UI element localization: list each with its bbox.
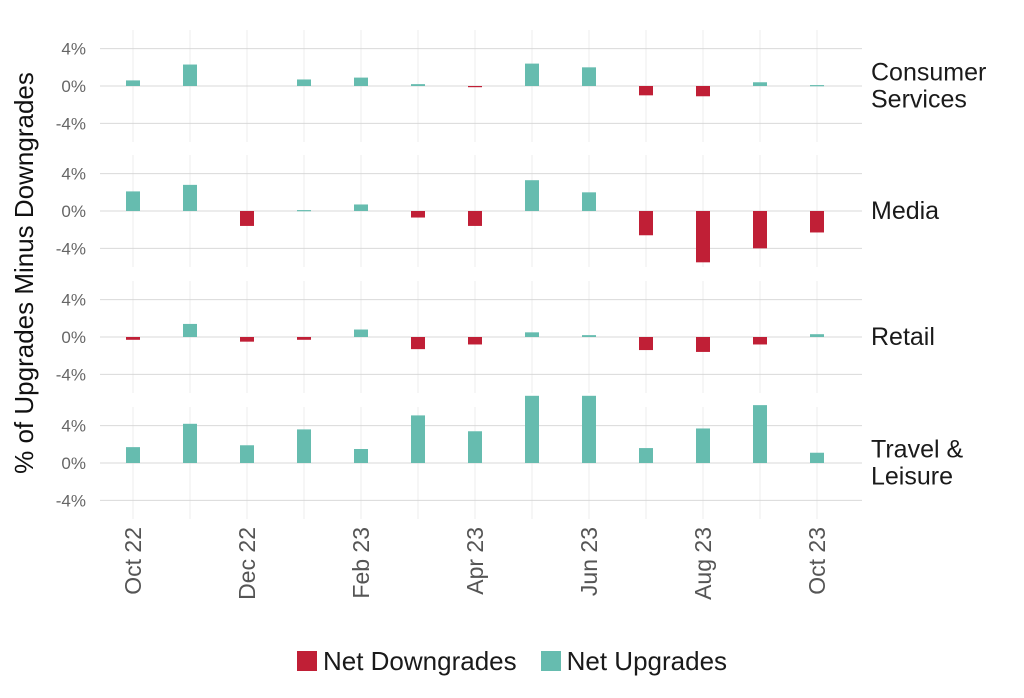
x-tick-label-apr-23: Apr 23	[462, 527, 488, 595]
bar-travel-leisure-aug-23-net-upgrades	[696, 428, 710, 463]
y-tick-label: 4%	[61, 291, 86, 310]
bar-retail-may-23-net-upgrades	[525, 332, 539, 337]
y-tick-label: 4%	[61, 40, 86, 59]
x-axis: Oct 22 Dec 22 Feb 23 Apr 23 Jun 23 Aug 23 Oct …	[120, 527, 830, 600]
panel-label-retail: Retail	[871, 323, 935, 351]
bar-travel-leisure-mar-23-net-upgrades	[411, 415, 425, 463]
bar-retail-jan-23-net-downgrades	[297, 337, 311, 340]
bar-media-may-23-net-upgrades	[525, 180, 539, 211]
bar-travel-leisure-nov-22-net-upgrades	[183, 423, 197, 463]
x-tick-label-dec-22: Dec 22	[234, 527, 260, 600]
bar-media-apr-23-net-downgrades	[468, 211, 482, 226]
bar-media-nov-22-net-upgrades	[183, 184, 197, 211]
y-tick-label: 4%	[61, 165, 86, 184]
bar-consumer-services-apr-23-net-downgrades	[468, 86, 482, 88]
x-tick-label-jun-23: Jun 23	[576, 527, 602, 596]
bar-travel-leisure-feb-23-net-upgrades	[354, 449, 368, 463]
bar-retail-apr-23-net-downgrades	[468, 337, 482, 345]
bar-retail-aug-23-net-downgrades	[696, 337, 710, 352]
bar-travel-leisure-oct-22-net-upgrades	[126, 447, 140, 463]
bar-travel-leisure-jan-23-net-upgrades	[297, 429, 311, 463]
bar-media-mar-23-net-downgrades	[411, 211, 425, 218]
bar-consumer-services-aug-23-net-downgrades	[696, 86, 710, 97]
bar-retail-sep-23-net-downgrades	[753, 337, 767, 345]
x-tick-label-aug-23: Aug 23	[690, 527, 716, 600]
legend-label-net-upgrades: Net Upgrades	[566, 645, 728, 676]
panel-retail: -4% 0% 4% Retail	[56, 281, 935, 393]
bar-travel-leisure-may-23-net-upgrades	[525, 395, 539, 463]
bar-travel-leisure-dec-22-net-upgrades	[240, 445, 254, 463]
x-tick-label-feb-23: Feb 23	[348, 527, 374, 599]
legend-item-net-upgrades: Net Upgrades	[540, 645, 728, 677]
bar-media-sep-23-net-downgrades	[753, 211, 767, 249]
bar-travel-leisure-sep-23-net-upgrades	[753, 405, 767, 463]
bar-media-jul-23-net-downgrades	[639, 211, 653, 236]
bar-consumer-services-may-23-net-upgrades	[525, 63, 539, 86]
bar-consumer-services-sep-23-net-upgrades	[753, 82, 767, 86]
y-tick-label: 0%	[61, 202, 86, 221]
bar-travel-leisure-oct-23-net-upgrades	[810, 452, 824, 463]
legend-item-net-downgrades: Net Downgrades	[296, 645, 517, 677]
bar-media-aug-23-net-downgrades	[696, 211, 710, 263]
bar-media-dec-22-net-downgrades	[240, 211, 254, 226]
legend-swatch-net-downgrades	[296, 651, 317, 671]
y-tick-label: -4%	[56, 239, 86, 258]
bar-consumer-services-feb-23-net-upgrades	[354, 77, 368, 86]
bar-media-oct-23-net-downgrades	[810, 211, 824, 233]
bar-retail-jul-23-net-downgrades	[639, 337, 653, 351]
bar-consumer-services-nov-22-net-upgrades	[183, 64, 197, 86]
y-tick-label: -4%	[56, 114, 86, 133]
panel-media: -4% 0% 4% Media	[56, 155, 939, 267]
bar-retail-jun-23-net-upgrades	[582, 335, 596, 337]
y-tick-label: -4%	[56, 365, 86, 384]
bar-retail-mar-23-net-downgrades	[411, 337, 425, 350]
bar-retail-nov-22-net-upgrades	[183, 323, 197, 337]
legend-label-net-downgrades: Net Downgrades	[322, 645, 517, 676]
bar-media-jun-23-net-upgrades	[582, 192, 596, 211]
bar-consumer-services-mar-23-net-upgrades	[411, 84, 425, 86]
bar-media-jan-23-net-upgrades	[297, 210, 311, 212]
bar-media-oct-22-net-upgrades	[126, 191, 140, 211]
panel-label-consumer-services: Services	[871, 86, 967, 114]
bar-retail-oct-22-net-downgrades	[126, 337, 140, 340]
panel-label-media: Media	[871, 197, 939, 225]
legend: Net Downgrades Net Upgrades	[0, 640, 1024, 682]
panel-label-travel-leisure: Leisure	[871, 463, 953, 491]
y-tick-label: 0%	[61, 328, 86, 347]
bar-media-feb-23-net-upgrades	[354, 204, 368, 211]
x-tick-label-oct-23: Oct 23	[804, 527, 830, 595]
bar-consumer-services-oct-23-net-upgrades	[810, 85, 824, 87]
bar-consumer-services-oct-22-net-upgrades	[126, 80, 140, 86]
panel-label-consumer-services: Consumer	[871, 59, 986, 87]
legend-swatch-net-upgrades	[540, 651, 561, 671]
bar-retail-feb-23-net-upgrades	[354, 329, 368, 337]
y-tick-label: -4%	[56, 491, 86, 510]
bar-retail-oct-23-net-upgrades	[810, 334, 824, 337]
bar-consumer-services-jan-23-net-upgrades	[297, 79, 311, 86]
bar-retail-dec-22-net-downgrades	[240, 337, 254, 342]
y-tick-label: 4%	[61, 417, 86, 436]
bar-consumer-services-jun-23-net-upgrades	[582, 67, 596, 86]
panel-label-travel-leisure: Travel &	[871, 436, 963, 464]
y-axis-label: % of Upgrades Minus Downgrades	[9, 72, 39, 474]
x-tick-label-oct-22: Oct 22	[120, 527, 146, 595]
bar-consumer-services-jul-23-net-downgrades	[639, 86, 653, 96]
y-tick-label: 0%	[61, 77, 86, 96]
bar-travel-leisure-jun-23-net-upgrades	[582, 395, 596, 463]
y-tick-label: 0%	[61, 454, 86, 473]
bar-travel-leisure-apr-23-net-upgrades	[468, 431, 482, 463]
panel-travel-leisure: -4% 0% 4% Travel &Leisure	[56, 395, 963, 519]
bar-travel-leisure-jul-23-net-upgrades	[639, 448, 653, 463]
